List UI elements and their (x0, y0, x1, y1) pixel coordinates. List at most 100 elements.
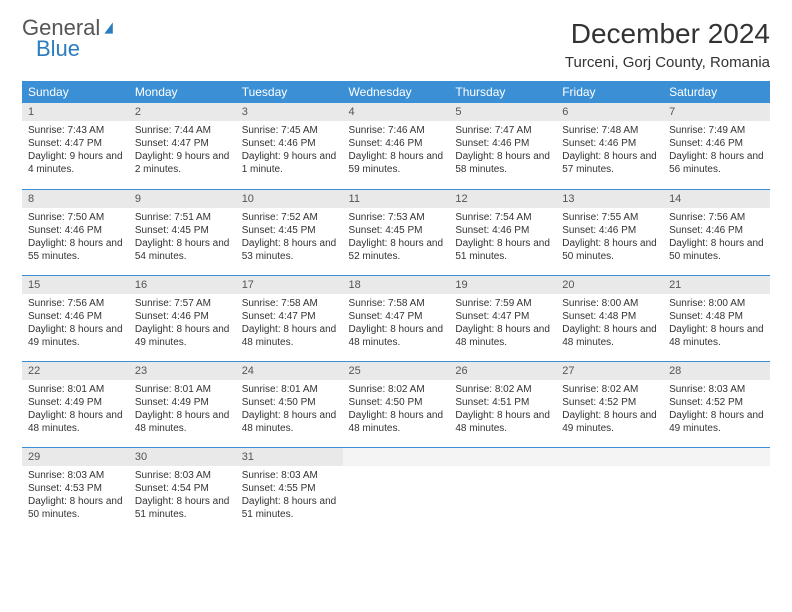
day-body: Sunrise: 7:52 AMSunset: 4:45 PMDaylight:… (236, 208, 343, 268)
day-body: Sunrise: 8:03 AMSunset: 4:52 PMDaylight:… (663, 380, 770, 440)
sunset-line: Sunset: 4:49 PM (135, 396, 230, 409)
weekday-header: Tuesday (236, 81, 343, 103)
day-number (556, 448, 663, 466)
daylight-line: Daylight: 8 hours and 55 minutes. (28, 237, 123, 263)
day-body: Sunrise: 8:01 AMSunset: 4:49 PMDaylight:… (22, 380, 129, 440)
sunrise-line: Sunrise: 7:55 AM (562, 211, 657, 224)
sunrise-line: Sunrise: 7:56 AM (28, 297, 123, 310)
sunrise-line: Sunrise: 7:44 AM (135, 124, 230, 137)
day-body: Sunrise: 7:55 AMSunset: 4:46 PMDaylight:… (556, 208, 663, 268)
daylight-line: Daylight: 8 hours and 48 minutes. (349, 323, 444, 349)
weekday-header: Wednesday (343, 81, 450, 103)
calendar-cell: 29Sunrise: 8:03 AMSunset: 4:53 PMDayligh… (22, 447, 129, 533)
day-body: Sunrise: 7:44 AMSunset: 4:47 PMDaylight:… (129, 121, 236, 181)
sunset-line: Sunset: 4:50 PM (242, 396, 337, 409)
sunset-line: Sunset: 4:52 PM (562, 396, 657, 409)
calendar-cell: 10Sunrise: 7:52 AMSunset: 4:45 PMDayligh… (236, 189, 343, 275)
daylight-line: Daylight: 8 hours and 53 minutes. (242, 237, 337, 263)
day-body: Sunrise: 7:47 AMSunset: 4:46 PMDaylight:… (449, 121, 556, 181)
day-number (663, 448, 770, 466)
daylight-line: Daylight: 8 hours and 50 minutes. (669, 237, 764, 263)
daylight-line: Daylight: 8 hours and 48 minutes. (135, 409, 230, 435)
calendar-cell: 13Sunrise: 7:55 AMSunset: 4:46 PMDayligh… (556, 189, 663, 275)
daylight-line: Daylight: 8 hours and 58 minutes. (455, 150, 550, 176)
daylight-line: Daylight: 8 hours and 48 minutes. (455, 409, 550, 435)
day-number: 21 (663, 276, 770, 294)
logo-word2: Blue (36, 39, 117, 60)
day-number: 25 (343, 362, 450, 380)
day-body: Sunrise: 7:59 AMSunset: 4:47 PMDaylight:… (449, 294, 556, 354)
sunset-line: Sunset: 4:46 PM (28, 224, 123, 237)
day-body (663, 466, 770, 474)
sunset-line: Sunset: 4:48 PM (562, 310, 657, 323)
day-number: 20 (556, 276, 663, 294)
sunset-line: Sunset: 4:49 PM (28, 396, 123, 409)
day-number: 15 (22, 276, 129, 294)
calendar-cell: 1Sunrise: 7:43 AMSunset: 4:47 PMDaylight… (22, 103, 129, 189)
calendar-cell: 9Sunrise: 7:51 AMSunset: 4:45 PMDaylight… (129, 189, 236, 275)
day-number: 9 (129, 190, 236, 208)
header: General Blue December 2024 Turceni, Gorj… (22, 18, 770, 71)
day-number: 27 (556, 362, 663, 380)
day-number: 11 (343, 190, 450, 208)
calendar-cell (663, 447, 770, 533)
sunset-line: Sunset: 4:46 PM (455, 224, 550, 237)
sunset-line: Sunset: 4:50 PM (349, 396, 444, 409)
daylight-line: Daylight: 9 hours and 4 minutes. (28, 150, 123, 176)
daylight-line: Daylight: 8 hours and 51 minutes. (242, 495, 337, 521)
day-number: 14 (663, 190, 770, 208)
sunrise-line: Sunrise: 8:03 AM (28, 469, 123, 482)
calendar-table: SundayMondayTuesdayWednesdayThursdayFrid… (22, 81, 770, 533)
sunrise-line: Sunrise: 7:47 AM (455, 124, 550, 137)
day-number: 6 (556, 103, 663, 121)
calendar-cell: 20Sunrise: 8:00 AMSunset: 4:48 PMDayligh… (556, 275, 663, 361)
sunset-line: Sunset: 4:55 PM (242, 482, 337, 495)
day-body: Sunrise: 7:57 AMSunset: 4:46 PMDaylight:… (129, 294, 236, 354)
sunset-line: Sunset: 4:46 PM (669, 137, 764, 150)
day-number: 28 (663, 362, 770, 380)
day-body: Sunrise: 8:03 AMSunset: 4:55 PMDaylight:… (236, 466, 343, 526)
daylight-line: Daylight: 9 hours and 1 minute. (242, 150, 337, 176)
location-text: Turceni, Gorj County, Romania (565, 54, 770, 71)
sunset-line: Sunset: 4:45 PM (242, 224, 337, 237)
calendar-cell: 2Sunrise: 7:44 AMSunset: 4:47 PMDaylight… (129, 103, 236, 189)
day-body: Sunrise: 8:03 AMSunset: 4:53 PMDaylight:… (22, 466, 129, 526)
weekday-header-row: SundayMondayTuesdayWednesdayThursdayFrid… (22, 81, 770, 103)
weekday-header: Sunday (22, 81, 129, 103)
sunrise-line: Sunrise: 7:54 AM (455, 211, 550, 224)
sunrise-line: Sunrise: 7:59 AM (455, 297, 550, 310)
calendar-cell: 22Sunrise: 8:01 AMSunset: 4:49 PMDayligh… (22, 361, 129, 447)
sunset-line: Sunset: 4:46 PM (669, 224, 764, 237)
day-body: Sunrise: 8:01 AMSunset: 4:50 PMDaylight:… (236, 380, 343, 440)
calendar-cell: 19Sunrise: 7:59 AMSunset: 4:47 PMDayligh… (449, 275, 556, 361)
sunrise-line: Sunrise: 7:45 AM (242, 124, 337, 137)
calendar-row: 29Sunrise: 8:03 AMSunset: 4:53 PMDayligh… (22, 447, 770, 533)
day-body: Sunrise: 7:48 AMSunset: 4:46 PMDaylight:… (556, 121, 663, 181)
day-number: 13 (556, 190, 663, 208)
sunrise-line: Sunrise: 7:49 AM (669, 124, 764, 137)
day-body: Sunrise: 7:43 AMSunset: 4:47 PMDaylight:… (22, 121, 129, 181)
logo-sail-icon (103, 21, 117, 35)
calendar-cell (343, 447, 450, 533)
sunrise-line: Sunrise: 8:03 AM (669, 383, 764, 396)
weekday-header: Monday (129, 81, 236, 103)
day-body: Sunrise: 8:00 AMSunset: 4:48 PMDaylight:… (556, 294, 663, 354)
sunrise-line: Sunrise: 7:52 AM (242, 211, 337, 224)
sunset-line: Sunset: 4:54 PM (135, 482, 230, 495)
day-number: 30 (129, 448, 236, 466)
calendar-cell: 14Sunrise: 7:56 AMSunset: 4:46 PMDayligh… (663, 189, 770, 275)
day-number: 10 (236, 190, 343, 208)
day-number: 12 (449, 190, 556, 208)
calendar-cell: 31Sunrise: 8:03 AMSunset: 4:55 PMDayligh… (236, 447, 343, 533)
sunset-line: Sunset: 4:53 PM (28, 482, 123, 495)
daylight-line: Daylight: 8 hours and 59 minutes. (349, 150, 444, 176)
sunrise-line: Sunrise: 7:57 AM (135, 297, 230, 310)
daylight-line: Daylight: 8 hours and 48 minutes. (28, 409, 123, 435)
day-body: Sunrise: 8:02 AMSunset: 4:51 PMDaylight:… (449, 380, 556, 440)
daylight-line: Daylight: 8 hours and 50 minutes. (28, 495, 123, 521)
calendar-cell: 26Sunrise: 8:02 AMSunset: 4:51 PMDayligh… (449, 361, 556, 447)
daylight-line: Daylight: 8 hours and 51 minutes. (135, 495, 230, 521)
sunrise-line: Sunrise: 8:00 AM (669, 297, 764, 310)
sunset-line: Sunset: 4:48 PM (669, 310, 764, 323)
day-number: 4 (343, 103, 450, 121)
